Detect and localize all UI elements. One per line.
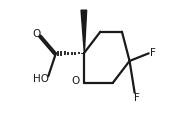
Text: O: O: [71, 76, 80, 86]
Text: O: O: [33, 29, 41, 39]
Text: F: F: [151, 48, 156, 58]
Text: F: F: [134, 93, 140, 103]
Polygon shape: [81, 10, 87, 53]
Text: HO: HO: [33, 74, 49, 84]
